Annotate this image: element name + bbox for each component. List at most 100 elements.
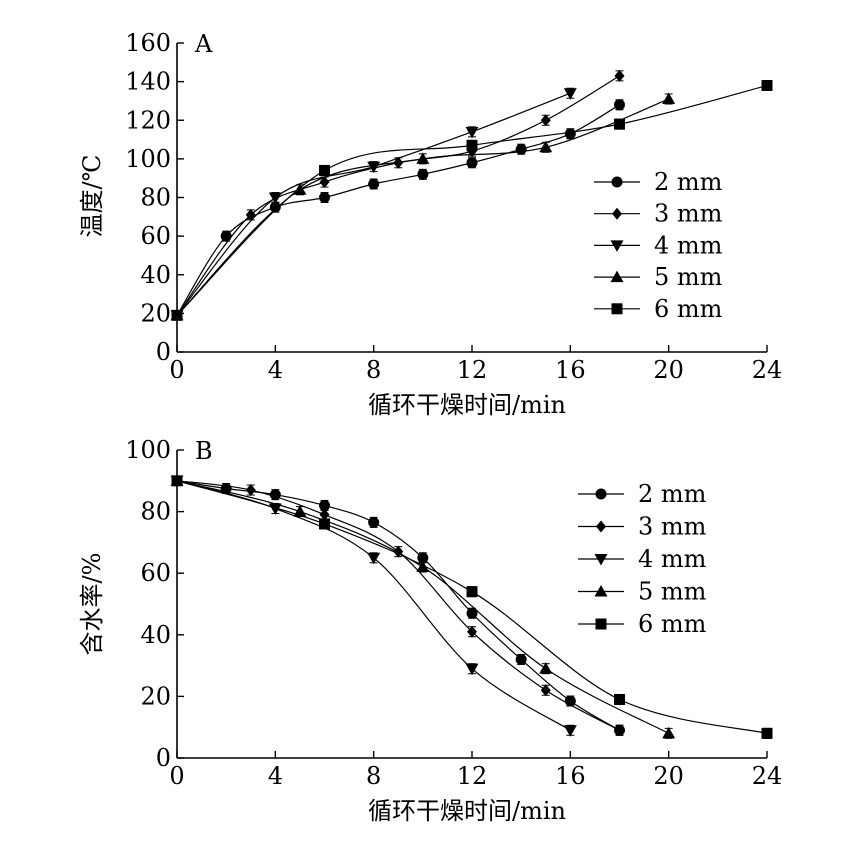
data-point: [466, 586, 478, 598]
data-point: [540, 114, 551, 127]
data-point: [563, 88, 577, 100]
data-point: [416, 560, 430, 573]
legend-marker: [610, 270, 624, 283]
data-point: [269, 201, 281, 213]
data-point: [319, 499, 330, 511]
series-4-mm: [170, 475, 577, 737]
data-point: [368, 178, 380, 190]
x-tick-label: 4: [268, 356, 283, 384]
x-tick-label: 20: [653, 356, 684, 384]
y-tick-label: 120: [125, 106, 171, 134]
data-point: [614, 724, 625, 737]
series-line: [176, 92, 571, 316]
y-tick-label: 100: [125, 436, 171, 464]
series-5-mm: [170, 92, 676, 321]
legend-marker: [612, 207, 622, 220]
y-axis-title: 含水率/%: [78, 553, 106, 656]
legend-marker: [611, 176, 623, 188]
x-tick-label: 16: [555, 356, 586, 384]
data-point: [515, 143, 527, 155]
y-tick-label: 0: [156, 744, 171, 772]
x-axis-title: 循环干燥时间/min: [368, 797, 566, 825]
series-line: [176, 98, 669, 316]
data-point: [319, 192, 330, 203]
x-tick-label: 20: [653, 762, 684, 790]
data-point: [614, 99, 625, 111]
series-3-mm: [172, 69, 625, 322]
x-tick-label: 12: [457, 762, 488, 790]
data-point: [466, 157, 478, 169]
data-point: [466, 607, 478, 619]
y-tick-label: 40: [140, 621, 171, 649]
data-point: [465, 663, 479, 676]
legend-marker: [611, 303, 623, 315]
series-5-mm: [170, 474, 676, 739]
data-point: [417, 168, 429, 180]
data-point: [662, 726, 676, 739]
legend-marker: [610, 240, 624, 252]
data-point: [466, 139, 478, 151]
series-line: [176, 480, 620, 731]
series-line: [176, 480, 620, 731]
legend-marker: [596, 520, 606, 533]
y-tick-label: 0: [156, 338, 171, 366]
legend-label: 5 mm: [638, 578, 707, 606]
legend-label: 4 mm: [654, 231, 723, 259]
y-tick-label: 80: [140, 498, 171, 526]
legend-label: 2 mm: [654, 168, 723, 196]
data-point: [220, 230, 232, 242]
legend-label: 4 mm: [638, 545, 707, 573]
x-axis-title: 循环干燥时间/min: [368, 391, 566, 419]
legend-marker: [595, 488, 607, 500]
data-point: [367, 552, 381, 565]
series-4-mm: [170, 87, 577, 322]
data-point: [539, 140, 553, 153]
data-point: [171, 309, 183, 321]
x-tick-label: 8: [366, 356, 381, 384]
data-point: [245, 484, 256, 497]
x-tick-label: 16: [555, 762, 586, 790]
series-6-mm: [171, 475, 773, 739]
series-2-mm: [171, 99, 625, 321]
data-point: [614, 693, 625, 705]
panel-label: A: [194, 30, 213, 58]
series-line: [176, 480, 669, 734]
y-tick-label: 80: [140, 184, 171, 212]
data-point: [662, 92, 676, 105]
y-tick-label: 100: [125, 145, 171, 173]
legend-label: 6 mm: [654, 295, 723, 323]
legend-marker: [594, 585, 608, 597]
data-point: [268, 192, 282, 204]
legend-label: 3 mm: [654, 200, 723, 228]
legend-marker: [595, 618, 607, 630]
data-point: [417, 552, 429, 564]
data-point: [319, 518, 330, 530]
y-tick-label: 20: [140, 299, 171, 327]
data-point: [563, 725, 577, 737]
legend-label: 3 mm: [638, 513, 707, 541]
panel-label: B: [195, 437, 213, 465]
chart-panel-b: 0 20 40 60 80 100 0 4 8 12 16 20 24 B 循环干燥时间/min 含水率/% 2…: [78, 436, 782, 825]
x-tick-label: 12: [457, 356, 488, 384]
y-tick-label: 140: [125, 68, 171, 96]
data-point: [465, 126, 479, 139]
series-6-mm: [171, 79, 773, 321]
data-point: [368, 516, 380, 528]
legend: 2 mm 3 mm 4 mm 5 mm 6 mm: [578, 480, 707, 638]
legend-label: 5 mm: [654, 263, 723, 291]
data-point: [515, 653, 527, 665]
data-point: [416, 152, 430, 164]
x-tick-label: 0: [169, 762, 184, 790]
data-point: [319, 164, 330, 176]
y-tick-label: 40: [140, 261, 171, 289]
legend-label: 6 mm: [638, 610, 707, 638]
series-line: [176, 104, 620, 316]
data-point: [293, 183, 307, 195]
y-tick-label: 20: [140, 682, 171, 710]
data-point: [539, 662, 553, 674]
series-3-mm: [172, 474, 625, 737]
data-point: [467, 625, 477, 638]
y-axis-title: 温度/℃: [78, 155, 106, 238]
